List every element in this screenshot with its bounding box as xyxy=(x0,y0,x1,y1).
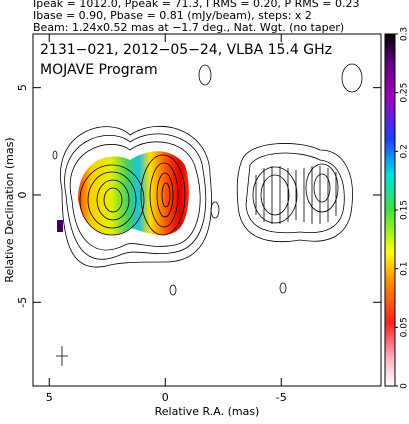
x-axis-label: Relative R.A. (mas) xyxy=(155,405,260,418)
colorbar-tick-label: 0.05 xyxy=(400,317,409,337)
annotation: MOJAVE Program xyxy=(40,62,158,78)
y-axis-label: Relative Declination (mas) xyxy=(3,137,16,282)
header-line: Ibase = 0.90, Pbase = 0.81 (mJy/beam), s… xyxy=(33,9,312,22)
colorbar-tick-label: 0.15 xyxy=(400,200,409,220)
x-tick-label: -5 xyxy=(276,391,287,404)
x-tick-label: 5 xyxy=(46,391,53,404)
colorbar-tick-label: 0.1 xyxy=(400,262,409,276)
colorbar-tick-label: 0.2 xyxy=(400,144,409,158)
annotation: 2131−021, 2012−05−24, VLBA 15.4 GHz xyxy=(40,42,332,58)
colorbar xyxy=(384,33,396,387)
core-image xyxy=(57,151,189,236)
colorbar-tick-label: 0.25 xyxy=(400,83,409,103)
header-line: Ipeak = 1012.0, Ppeak = 71.3, I RMS = 0.… xyxy=(33,0,360,10)
contours xyxy=(52,63,363,366)
colorbar-tick-label: 0.3 xyxy=(400,27,409,41)
y-tick-label: 5 xyxy=(16,84,29,91)
header-line: Beam: 1.24x0.52 mas at −1.7 deg., Nat. W… xyxy=(33,21,344,34)
plot-frame xyxy=(32,33,382,387)
x-tick-label: 0 xyxy=(162,391,169,404)
y-tick-label: 0 xyxy=(16,191,29,198)
y-tick-label: -5 xyxy=(16,297,29,308)
colorbar-tick-label: 0 xyxy=(400,383,409,389)
